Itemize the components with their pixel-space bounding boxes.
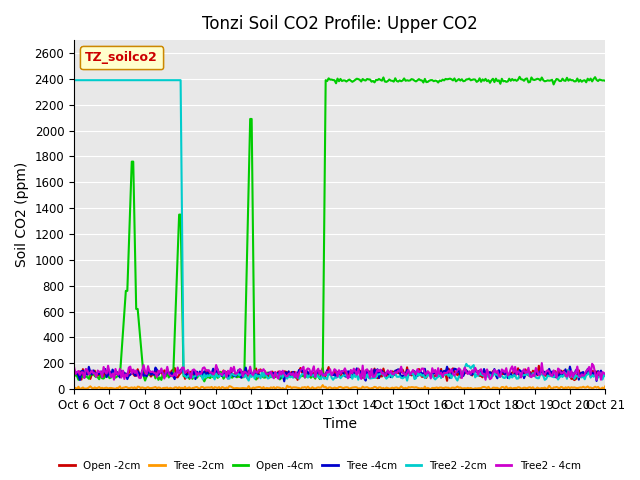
- Tree -2cm: [137, 385, 145, 391]
- Tree2 -2cm: [403, 378, 411, 384]
- Legend: Open -2cm, Tree -2cm, Open -4cm, Tree -4cm, Tree2 -2cm, Tree2 - 4cm: Open -2cm, Tree -2cm, Open -4cm, Tree -4…: [55, 456, 585, 475]
- Open -2cm: [575, 367, 582, 373]
- Open -4cm: [200, 379, 208, 384]
- Tree2 -2cm: [246, 372, 254, 378]
- Tree -2cm: [319, 382, 326, 388]
- Tree2 - 4cm: [303, 367, 310, 373]
- Tree -4cm: [246, 370, 254, 376]
- Open -2cm: [135, 371, 143, 376]
- X-axis label: Time: Time: [323, 418, 356, 432]
- Line: Tree -2cm: Tree -2cm: [74, 385, 605, 389]
- Line: Tree2 - 4cm: Tree2 - 4cm: [74, 363, 605, 380]
- Open -4cm: [135, 323, 143, 329]
- Line: Open -4cm: Open -4cm: [74, 77, 605, 382]
- Open -4cm: [257, 373, 264, 379]
- Open -4cm: [304, 373, 312, 379]
- Tree -4cm: [575, 377, 582, 383]
- Tree2 -2cm: [135, 77, 143, 83]
- Open -4cm: [70, 370, 78, 376]
- Open -2cm: [246, 370, 254, 375]
- Tree -2cm: [248, 385, 255, 391]
- Y-axis label: Soil CO2 (ppm): Soil CO2 (ppm): [15, 162, 29, 267]
- Tree -4cm: [280, 379, 288, 384]
- Title: Tonzi Soil CO2 Profile: Upper CO2: Tonzi Soil CO2 Profile: Upper CO2: [202, 15, 477, 33]
- Open -4cm: [602, 78, 609, 84]
- Tree2 -2cm: [255, 373, 263, 379]
- Line: Open -2cm: Open -2cm: [74, 366, 605, 381]
- Tree2 - 4cm: [482, 377, 490, 383]
- Open -4cm: [248, 116, 255, 122]
- Tree -4cm: [304, 369, 312, 375]
- Line: Tree -4cm: Tree -4cm: [74, 367, 605, 382]
- Tree2 -2cm: [573, 373, 581, 379]
- Tree -4cm: [255, 372, 263, 377]
- Open -4cm: [230, 372, 237, 378]
- Tree -2cm: [602, 383, 609, 389]
- Tree -4cm: [135, 371, 143, 377]
- Tree2 - 4cm: [575, 373, 582, 379]
- Tree -2cm: [70, 385, 78, 391]
- Tree -4cm: [566, 364, 573, 370]
- Open -2cm: [303, 371, 310, 377]
- Open -2cm: [255, 368, 263, 373]
- Tree2 - 4cm: [228, 369, 236, 375]
- Line: Tree2 -2cm: Tree2 -2cm: [74, 80, 605, 381]
- Open -2cm: [228, 373, 236, 379]
- Tree -2cm: [575, 385, 582, 391]
- Tree2 -2cm: [303, 372, 310, 377]
- Tree2 - 4cm: [538, 360, 546, 366]
- Tree -2cm: [73, 386, 81, 392]
- Tree -4cm: [228, 372, 236, 377]
- Open -2cm: [602, 372, 609, 378]
- Tree2 - 4cm: [70, 364, 78, 370]
- Open -2cm: [535, 363, 543, 369]
- Tree2 - 4cm: [255, 367, 263, 372]
- Tree -2cm: [230, 385, 237, 391]
- Tree -4cm: [602, 373, 609, 379]
- Tree -2cm: [304, 384, 312, 390]
- Tree2 - 4cm: [602, 372, 609, 378]
- Tree2 - 4cm: [135, 375, 143, 381]
- Legend: TZ_soilco2: TZ_soilco2: [80, 47, 163, 70]
- Tree2 -2cm: [228, 371, 236, 377]
- Open -4cm: [516, 74, 524, 80]
- Open -4cm: [575, 79, 582, 84]
- Tree2 - 4cm: [246, 364, 254, 370]
- Tree2 -2cm: [70, 77, 78, 83]
- Tree2 -2cm: [602, 373, 609, 379]
- Open -2cm: [70, 367, 78, 372]
- Tree -2cm: [257, 384, 264, 390]
- Tree -4cm: [70, 372, 78, 377]
- Open -2cm: [444, 378, 451, 384]
